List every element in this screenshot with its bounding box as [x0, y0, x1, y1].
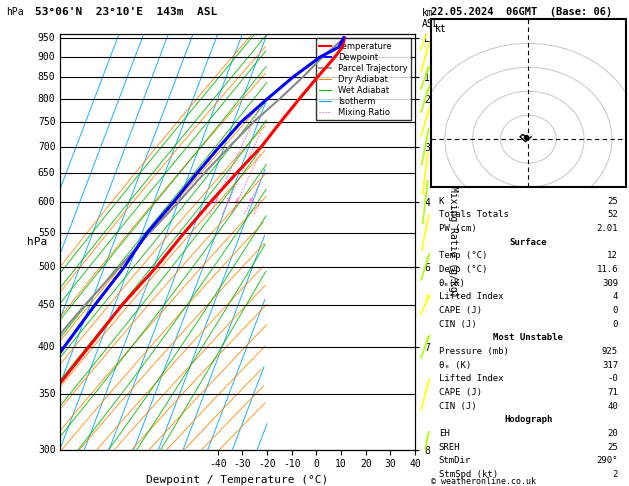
Text: StmSpd (kt): StmSpd (kt) — [438, 470, 498, 479]
Text: 450: 450 — [38, 300, 55, 310]
Text: Hodograph: Hodograph — [504, 415, 552, 424]
Text: 400: 400 — [38, 342, 55, 352]
Text: 600: 600 — [38, 197, 55, 207]
Text: StmDir: StmDir — [438, 456, 471, 465]
Text: 25: 25 — [608, 443, 618, 451]
Text: 750: 750 — [38, 117, 55, 127]
Text: 700: 700 — [38, 142, 55, 152]
Text: Dewp (°C): Dewp (°C) — [438, 265, 487, 274]
Text: km
ASL: km ASL — [421, 8, 439, 29]
Text: 850: 850 — [38, 72, 55, 83]
Text: 300: 300 — [38, 445, 55, 454]
Text: 4: 4 — [613, 292, 618, 301]
Text: 22.05.2024  06GMT  (Base: 06): 22.05.2024 06GMT (Base: 06) — [431, 7, 612, 17]
Text: 40: 40 — [608, 401, 618, 411]
Text: Totals Totals: Totals Totals — [438, 210, 508, 219]
Text: 2.01: 2.01 — [596, 224, 618, 233]
Y-axis label: Mixing Ratio (g/kg): Mixing Ratio (g/kg) — [448, 186, 459, 297]
Text: EH: EH — [438, 429, 449, 438]
Text: kt: kt — [435, 24, 447, 35]
Text: 20: 20 — [608, 429, 618, 438]
Text: 12: 12 — [608, 251, 618, 260]
Text: 317: 317 — [602, 361, 618, 369]
Text: 25: 25 — [608, 197, 618, 206]
Text: 0: 0 — [613, 320, 618, 329]
Legend: Temperature, Dewpoint, Parcel Trajectory, Dry Adiabat, Wet Adiabat, Isotherm, Mi: Temperature, Dewpoint, Parcel Trajectory… — [316, 38, 411, 121]
Text: hPa: hPa — [6, 7, 24, 17]
Text: CAPE (J): CAPE (J) — [438, 306, 482, 315]
X-axis label: Dewpoint / Temperature (°C): Dewpoint / Temperature (°C) — [147, 475, 328, 485]
Text: 350: 350 — [38, 389, 55, 399]
Text: 3: 3 — [226, 198, 230, 204]
Text: 71: 71 — [608, 388, 618, 397]
Text: PW (cm): PW (cm) — [438, 224, 476, 233]
Text: SREH: SREH — [438, 443, 460, 451]
Text: Surface: Surface — [509, 238, 547, 247]
Text: θₑ (K): θₑ (K) — [438, 361, 471, 369]
Text: -0: -0 — [608, 374, 618, 383]
Text: CAPE (J): CAPE (J) — [438, 388, 482, 397]
Text: CIN (J): CIN (J) — [438, 401, 476, 411]
Text: 925: 925 — [602, 347, 618, 356]
Text: Lifted Index: Lifted Index — [438, 292, 503, 301]
Text: 290°: 290° — [596, 456, 618, 465]
Text: © weatheronline.co.uk: © weatheronline.co.uk — [431, 477, 536, 486]
Text: 6: 6 — [248, 198, 253, 204]
Text: 900: 900 — [38, 52, 55, 62]
Text: 500: 500 — [38, 262, 55, 272]
Text: Most Unstable: Most Unstable — [493, 333, 564, 342]
Text: K: K — [438, 197, 444, 206]
Text: 650: 650 — [38, 168, 55, 178]
Text: hPa: hPa — [26, 237, 47, 247]
Text: 4: 4 — [235, 198, 239, 204]
Text: 800: 800 — [38, 94, 55, 104]
Text: 2: 2 — [613, 470, 618, 479]
Text: 53°06'N  23°10'E  143m  ASL: 53°06'N 23°10'E 143m ASL — [35, 7, 217, 17]
Text: CIN (J): CIN (J) — [438, 320, 476, 329]
Text: 309: 309 — [602, 278, 618, 288]
Text: Pressure (mb): Pressure (mb) — [438, 347, 508, 356]
Text: θₑ(K): θₑ(K) — [438, 278, 465, 288]
Text: 0: 0 — [613, 306, 618, 315]
Text: 2: 2 — [213, 198, 218, 204]
Text: Lifted Index: Lifted Index — [438, 374, 503, 383]
Text: 950: 950 — [38, 33, 55, 43]
Text: Temp (°C): Temp (°C) — [438, 251, 487, 260]
Text: 52: 52 — [608, 210, 618, 219]
Text: 11.6: 11.6 — [596, 265, 618, 274]
Text: 550: 550 — [38, 228, 55, 238]
